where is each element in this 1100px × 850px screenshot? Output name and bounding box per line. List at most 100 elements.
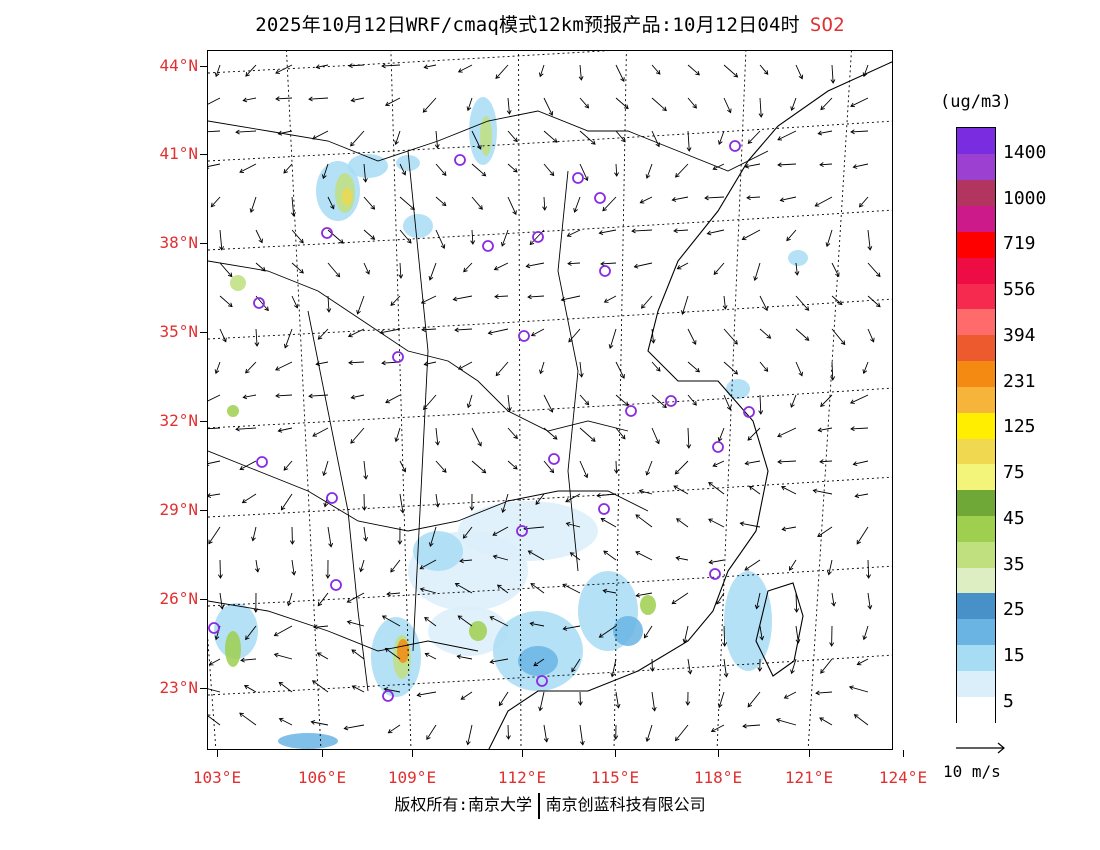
wind-vector-head	[783, 694, 789, 699]
wind-vector-head	[235, 426, 240, 432]
wind-vector	[435, 196, 447, 206]
wind-vector-head	[804, 336, 810, 341]
wind-vector	[675, 724, 689, 741]
wind-vector-head	[470, 240, 476, 245]
wind-vector	[651, 328, 654, 343]
wind-vector	[507, 394, 511, 411]
wind-vector	[683, 625, 689, 643]
wind-vector-head	[339, 239, 344, 244]
wind-vector	[351, 649, 365, 660]
wind-vector-head	[384, 647, 390, 653]
wind-vector-head	[673, 485, 679, 490]
wind-vector	[543, 130, 558, 143]
wind-vector-head	[227, 272, 233, 278]
wind-vector-head	[239, 168, 245, 173]
province-border	[208, 600, 479, 652]
wind-vector	[219, 262, 233, 277]
wind-vector-head	[529, 621, 535, 627]
wind-vector	[316, 64, 329, 68]
wind-vector-head	[350, 141, 355, 147]
wind-vector	[471, 196, 483, 210]
wind-vector-head	[717, 437, 723, 442]
wind-vector	[528, 295, 545, 298]
wind-vector-head	[866, 574, 871, 579]
wind-vector-head	[313, 624, 318, 630]
map-panel[interactable]	[207, 50, 893, 750]
wind-vector	[579, 460, 588, 478]
wind-vector	[458, 615, 473, 627]
wind-vector-head	[498, 701, 504, 707]
wind-vector-head	[390, 567, 395, 573]
lat-label-1: 41°N	[159, 144, 198, 163]
wind-vector	[327, 196, 335, 209]
city-marker	[208, 622, 220, 634]
wind-vector-head	[747, 702, 753, 708]
wind-vector-head	[620, 374, 625, 379]
so2-hotspot	[230, 275, 246, 291]
title-species: SO2	[809, 14, 845, 36]
title-main: 2025年10月12日WRF/cmaq模式12km预报产品:10月12日04时	[255, 14, 800, 36]
wind-vector	[241, 658, 257, 661]
wind-vector	[615, 130, 626, 142]
wind-vector	[494, 262, 509, 270]
wind-vector	[778, 460, 797, 463]
wind-vector-head	[243, 685, 249, 690]
wind-vector	[816, 691, 833, 694]
wind-vector-head	[639, 199, 645, 204]
wind-vector	[219, 328, 227, 342]
wind-vector	[281, 493, 293, 511]
legend-swatch	[957, 334, 995, 362]
map-canvas	[208, 51, 892, 749]
wind-vector-head	[613, 735, 619, 740]
city-marker	[625, 405, 637, 417]
city-marker	[572, 172, 584, 184]
lon-label-1: 106°E	[297, 768, 347, 787]
wind-vector	[723, 658, 727, 677]
wind-vector-head	[489, 659, 495, 665]
wind-vector	[317, 592, 329, 606]
wind-vector	[543, 97, 553, 116]
wind-vector-head	[208, 714, 211, 719]
wind-vector-head	[492, 531, 498, 536]
wind-vector	[707, 229, 725, 235]
wind-vector-head	[513, 137, 518, 143]
wind-vector-head	[578, 76, 584, 81]
wind-vector	[395, 130, 401, 145]
wind-vector	[215, 64, 221, 77]
wind-vector-head	[635, 551, 641, 556]
city-marker	[665, 395, 677, 407]
wind-vector	[687, 130, 690, 151]
wind-vector	[429, 262, 437, 281]
wind-vector	[255, 328, 258, 346]
wind-vector-head	[727, 108, 732, 114]
wind-vector	[380, 328, 401, 334]
wind-vector	[651, 394, 667, 408]
wind-vector-head	[308, 393, 313, 399]
wind-vector	[419, 559, 437, 570]
wind-vector-head	[850, 129, 855, 135]
wind-vector	[723, 394, 731, 410]
wind-vector-head	[316, 652, 322, 657]
wind-vector	[395, 427, 401, 442]
latitude-gridline	[208, 209, 892, 251]
wind-vector	[672, 196, 689, 201]
legend-swatch	[957, 282, 995, 310]
wind-vector	[490, 658, 509, 663]
wind-vector	[571, 658, 581, 672]
wind-vector-head	[565, 498, 570, 503]
wind-vector	[759, 361, 768, 372]
wind-vector	[723, 97, 732, 113]
province-border	[307, 310, 369, 692]
wind-vector	[311, 721, 329, 726]
wind-vector	[399, 262, 402, 278]
wind-vector	[309, 394, 329, 397]
wind-vector	[435, 493, 439, 507]
wind-vector	[208, 427, 221, 430]
wind-vector	[531, 328, 545, 337]
wind-vector	[352, 685, 365, 693]
wind-vector-head	[852, 164, 858, 169]
legend-swatch	[957, 179, 995, 207]
wind-vector	[711, 724, 725, 732]
wind-vector-head	[454, 327, 459, 333]
wind-vector-head	[424, 652, 430, 658]
